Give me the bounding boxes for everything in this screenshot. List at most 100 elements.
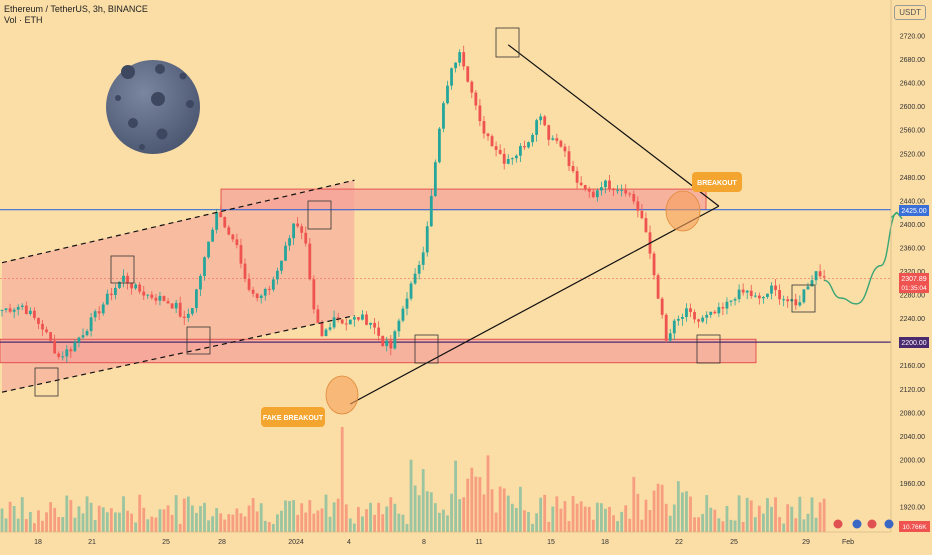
volume-bar xyxy=(616,521,619,532)
candle-body xyxy=(490,136,494,147)
candle-body xyxy=(721,307,725,309)
candle-body xyxy=(288,238,291,246)
candle-body xyxy=(8,308,12,312)
highlight-box[interactable] xyxy=(414,334,439,364)
volume-bar xyxy=(774,497,777,532)
volume-bar xyxy=(535,513,538,532)
volume-bar xyxy=(770,506,773,532)
time-tick-label: 18 xyxy=(601,539,609,546)
volume-bar xyxy=(757,505,761,532)
trend-line[interactable] xyxy=(1,179,355,264)
volume-bar xyxy=(73,517,77,532)
fake-breakout-label[interactable]: FAKE BREAKOUT xyxy=(261,407,325,427)
fake-breakout-circle[interactable] xyxy=(325,375,359,415)
time-tick-label: 22 xyxy=(675,539,683,546)
price-tick-label: 2560.00 xyxy=(900,128,925,135)
volume-bar xyxy=(24,519,28,532)
volume-label[interactable]: Vol · ETH xyxy=(4,15,43,25)
candle-body xyxy=(24,305,28,314)
candle-body xyxy=(583,185,587,189)
volume-bar xyxy=(41,520,44,532)
candle-body xyxy=(114,287,117,296)
trend-lines[interactable] xyxy=(1,44,720,405)
candle-body xyxy=(53,340,57,354)
volume-bar xyxy=(65,495,69,532)
volume-bar xyxy=(134,522,138,532)
candle-body xyxy=(689,308,692,313)
event-flag-icon[interactable] xyxy=(852,519,862,529)
candle-body xyxy=(405,298,409,309)
breakout-circle[interactable] xyxy=(665,190,701,232)
volume-bar xyxy=(312,513,316,532)
volume-bar xyxy=(154,517,158,532)
volume-bar xyxy=(138,494,142,532)
forecast-arrowhead xyxy=(890,211,903,220)
candle-body xyxy=(616,190,619,192)
volume-bar xyxy=(539,497,543,532)
volume-bar xyxy=(413,485,417,532)
symbol-title[interactable]: Ethereum / TetherUS, 3h, BINANCE xyxy=(4,4,148,14)
candle-body xyxy=(85,331,89,336)
event-flag-icon[interactable] xyxy=(833,519,843,529)
candle-body xyxy=(478,105,482,122)
price-tick-label: 2640.00 xyxy=(900,81,925,88)
time-axis[interactable]: 18 21 25 28 2024 4 8 11 15 18 22 25 29 Feb xyxy=(0,531,891,546)
volume-bar xyxy=(393,503,397,532)
candle-body xyxy=(199,275,202,290)
volume-bar xyxy=(255,511,259,532)
event-icons[interactable] xyxy=(833,519,894,529)
candle-body xyxy=(49,332,52,341)
candle-body xyxy=(417,264,421,274)
candle-body xyxy=(745,290,749,293)
candle-body xyxy=(300,226,304,233)
highlight-box[interactable] xyxy=(307,200,332,230)
price-axis[interactable]: 2720.00 2680.00 2640.00 2600.00 2560.00 2520.… xyxy=(890,0,925,532)
time-tick-label: 2024 xyxy=(288,539,304,546)
support-badge: 2200.00 xyxy=(899,337,929,348)
volume-bar xyxy=(454,460,457,532)
candle-body xyxy=(263,288,267,296)
candle-body xyxy=(393,331,397,349)
volume-bar xyxy=(20,497,24,532)
candle-body xyxy=(109,293,113,296)
highlight-box[interactable] xyxy=(186,326,211,355)
volume-badge-text: 10.766K xyxy=(902,524,927,531)
highlight-boxes[interactable] xyxy=(34,27,816,397)
volume-bar xyxy=(251,498,255,532)
highlight-box[interactable] xyxy=(791,284,816,313)
volume-bar xyxy=(203,502,206,532)
volume-bar xyxy=(745,497,749,532)
volume-bar xyxy=(12,506,16,532)
volume-bar xyxy=(571,496,575,532)
price-tick-label: 2440.00 xyxy=(900,198,925,205)
candle-body xyxy=(357,317,360,320)
event-flag-icon[interactable] xyxy=(867,519,877,529)
candle-body xyxy=(523,146,526,148)
forecast-arrow[interactable] xyxy=(823,211,898,305)
volume-bar xyxy=(527,512,530,532)
volume-bar xyxy=(543,494,547,532)
event-flag-icon[interactable] xyxy=(884,519,894,529)
highlight-box[interactable] xyxy=(495,27,520,58)
candle-body xyxy=(312,279,316,310)
candle-body xyxy=(575,171,579,183)
breakout-label[interactable]: BREAKOUT xyxy=(692,172,742,192)
volume-bar xyxy=(446,515,449,532)
trend-line[interactable] xyxy=(350,205,720,405)
highlight-box[interactable] xyxy=(34,367,59,397)
currency-button[interactable]: USDT xyxy=(894,5,926,20)
highlight-box[interactable] xyxy=(696,334,721,364)
candle-body xyxy=(482,121,486,134)
trend-line[interactable] xyxy=(507,44,720,207)
trend-line[interactable] xyxy=(1,315,355,393)
highlight-box[interactable] xyxy=(110,255,135,284)
volume-bar xyxy=(89,502,93,532)
volume-bar xyxy=(235,508,239,532)
volume-bar xyxy=(523,510,526,532)
volume-bar xyxy=(336,498,340,532)
volume-bar xyxy=(672,504,676,532)
candle-body xyxy=(231,234,235,240)
volume-bar xyxy=(818,502,822,532)
